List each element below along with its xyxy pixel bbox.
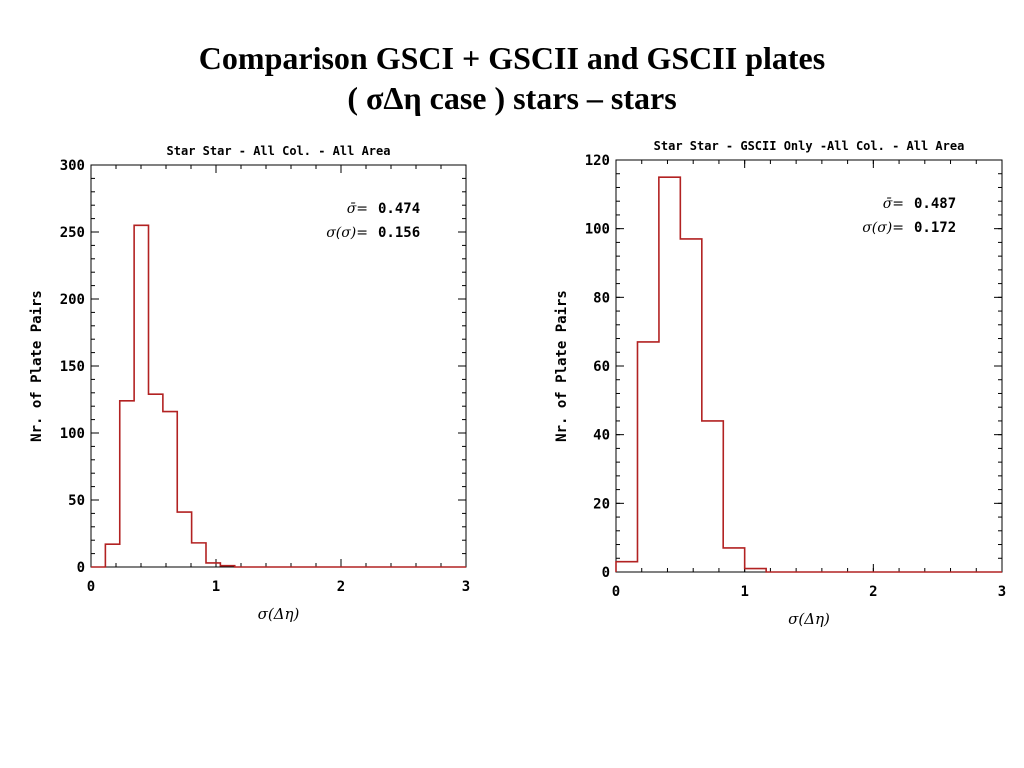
slide-title: Comparison GSCI + GSCII and GSCII plates… [0,38,1024,118]
histogram-outline [615,176,1002,573]
histogram-chart-left: Star Star - All Col. - All Area 0 50 100 150… [18,140,488,630]
histogram-bar [134,225,148,567]
y-tick-label: 80 [593,290,610,306]
y-tick-label: 150 [60,359,85,375]
histogram-bar [616,562,637,572]
stat-label: σ̄= [347,201,368,217]
histogram-outline [91,224,466,568]
x-tick-label: 0 [612,584,620,600]
x-tick-label: 2 [869,584,877,600]
x-tick-label: 2 [337,579,345,595]
slide-title-line-2: ( σΔη case ) stars – stars [347,80,677,116]
histogram-bar [680,239,701,572]
histogram-bar [149,394,163,567]
chart-title: Star Star - GSCII Only -All Col. - All A… [654,139,965,153]
stat-value: 0.474 [378,201,420,217]
histogram-bar [659,177,680,572]
histogram-bar [637,342,658,572]
x-tick-label: 1 [212,579,220,595]
y-tick-label: 300 [60,158,85,174]
x-tick-label: 0 [87,579,95,595]
stat-label: σ(σ)= [862,220,904,236]
histogram-bar [177,512,191,567]
y-tick-label: 40 [593,428,610,444]
histogram-bar [723,548,744,572]
stat-label: σ(σ)= [326,225,368,241]
histogram-chart-right: Star Star - GSCII Only -All Col. - All A… [540,135,1020,630]
y-tick-label: 250 [60,225,85,241]
x-axis-label: σ(Δη) [258,605,300,623]
y-tick-label: 120 [585,153,610,169]
stat-value: 0.487 [914,196,956,212]
histogram-bar [702,421,723,572]
histogram-bar [163,412,177,567]
y-tick-label: 100 [585,222,610,238]
slide-title-line-1: Comparison GSCI + GSCII and GSCII plates [198,40,826,76]
chart-svg: Star Star - GSCII Only -All Col. - All A… [554,139,1006,628]
y-tick-label: 60 [593,359,610,375]
stat-label: σ̄= [883,196,904,212]
y-tick-label: 0 [602,565,610,581]
chart-svg: Star Star - All Col. - All Area 0 50 100 150… [29,144,470,623]
y-tick-label: 20 [593,496,610,512]
stat-value: 0.172 [914,220,956,236]
x-tick-label: 3 [462,579,470,595]
histogram-bar [105,544,119,567]
histogram-bar [192,543,206,567]
stat-value: 0.156 [378,225,420,241]
histogram-bar [120,401,134,567]
x-tick-label: 3 [998,584,1006,600]
y-tick-label: 50 [68,493,85,509]
y-tick-label: 0 [77,560,85,576]
y-tick-label: 200 [60,292,85,308]
chart-title: Star Star - All Col. - All Area [167,144,391,158]
y-axis-label: Nr. of Plate Pairs [554,290,570,442]
x-tick-label: 1 [740,584,748,600]
y-axis-label: Nr. of Plate Pairs [29,290,45,442]
x-axis-label: σ(Δη) [788,610,830,628]
y-tick-label: 100 [60,426,85,442]
